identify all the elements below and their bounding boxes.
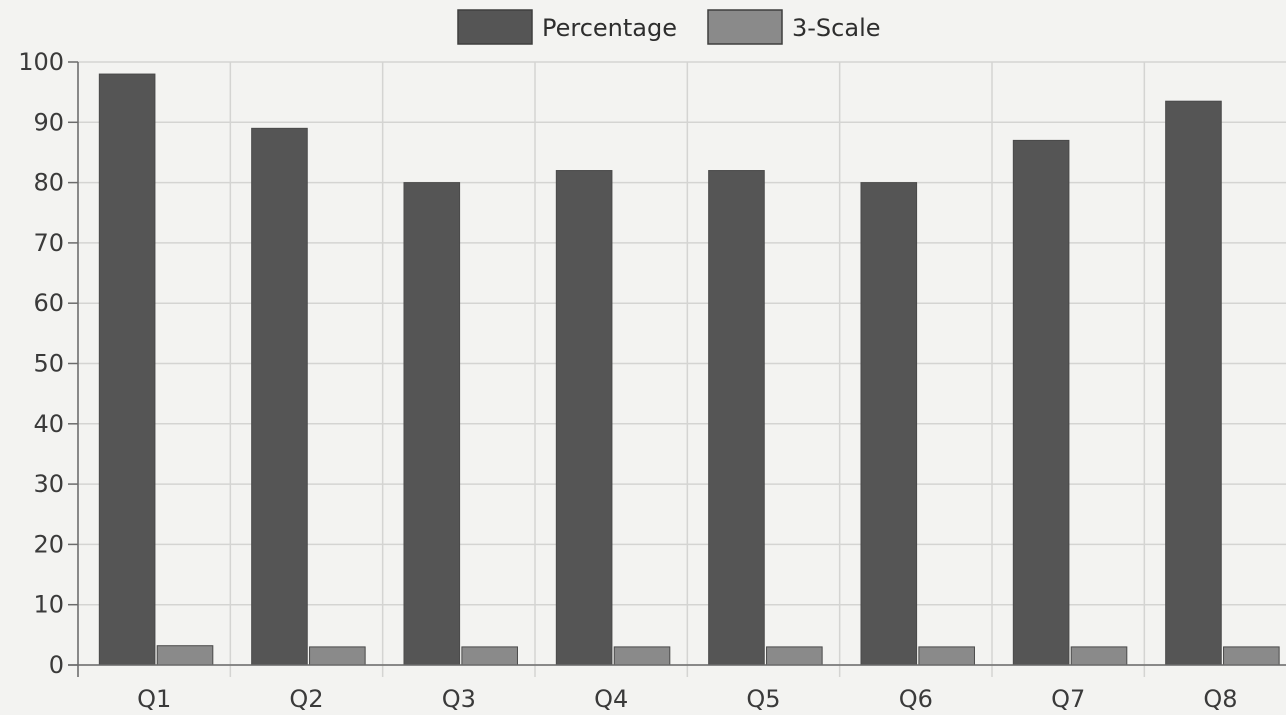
bar-percentage	[98, 73, 156, 666]
legend-swatch	[707, 9, 783, 45]
bar-3-scale	[1070, 646, 1128, 666]
x-tick-label: Q2	[289, 685, 323, 713]
y-tick-label: 90	[33, 108, 64, 136]
x-tick-label: Q1	[137, 685, 171, 713]
bar-percentage	[860, 182, 918, 666]
y-tick-label: 10	[33, 591, 64, 619]
bar-3-scale	[461, 646, 518, 666]
x-tick-label: Q7	[1051, 685, 1085, 713]
legend: Percentage 3-Scale	[457, 9, 881, 45]
x-tick-label: Q3	[442, 685, 476, 713]
x-tick-label: Q6	[899, 685, 933, 713]
legend-swatch	[457, 9, 533, 45]
y-tick-label: 70	[33, 229, 64, 257]
bar-3-scale	[613, 646, 671, 666]
bar-3-scale	[156, 645, 214, 666]
axes: 0 10 20 30 40 50 60 70 80 90 100 Q1 Q2 Q3 Q4 Q5 Q6 Q7 Q8	[18, 48, 1286, 713]
bar-percentage	[1012, 139, 1070, 666]
y-tick-label: 40	[33, 410, 64, 438]
y-tick-label: 100	[18, 48, 64, 76]
x-tick-label: Q8	[1203, 685, 1237, 713]
bar-3-scale	[309, 646, 366, 666]
bar-percentage	[1165, 100, 1222, 666]
bar-3-scale	[1223, 646, 1280, 666]
bar-percentage	[708, 170, 765, 666]
y-tick-label: 30	[33, 470, 64, 498]
legend-label: 3-Scale	[792, 14, 881, 42]
x-tick-label: Q5	[746, 685, 780, 713]
bar-percentage	[403, 182, 461, 666]
bar-percentage	[251, 127, 308, 666]
x-tick-label: Q4	[594, 685, 628, 713]
legend-label: Percentage	[542, 14, 677, 42]
y-tick-label: 60	[33, 289, 64, 317]
bar-3-scale	[766, 646, 823, 666]
bar-percentage	[555, 170, 613, 666]
y-tick-label: 80	[33, 169, 64, 197]
y-tick-label: 50	[33, 350, 64, 378]
y-tick-label: 20	[33, 530, 64, 558]
bars	[98, 73, 1280, 666]
bar-3-scale	[918, 646, 975, 666]
y-tick-label: 0	[49, 651, 64, 679]
